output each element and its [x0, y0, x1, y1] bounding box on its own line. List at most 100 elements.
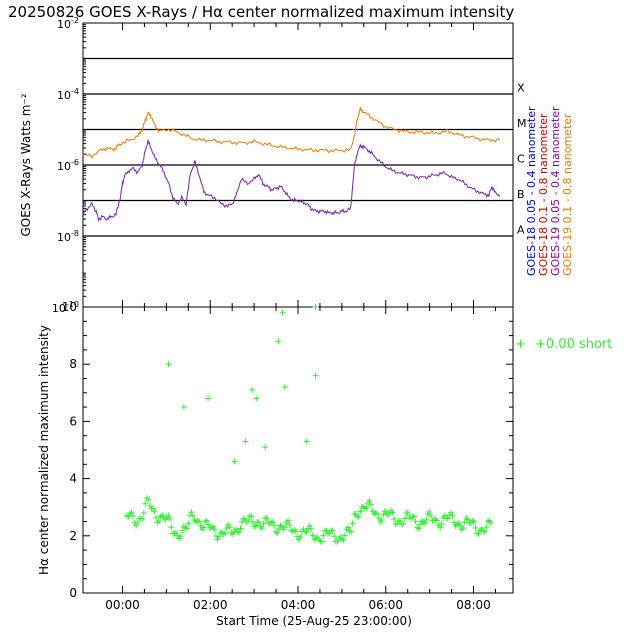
flare-class-label: M	[517, 117, 527, 130]
halpha-point	[461, 519, 468, 526]
halpha-point	[283, 519, 290, 526]
halpha-point	[240, 515, 247, 522]
halpha-point	[272, 528, 279, 535]
halpha-point	[411, 513, 418, 520]
halpha-point	[348, 528, 355, 535]
halpha-point	[309, 532, 316, 539]
halpha-point	[321, 527, 328, 534]
halpha-plot-frame	[82, 306, 514, 594]
halpha-point	[183, 525, 190, 532]
halpha-point	[189, 512, 196, 519]
halpha-point	[128, 509, 135, 516]
halpha-point	[291, 526, 298, 533]
halpha-point	[259, 525, 266, 532]
halpha-point	[268, 519, 275, 526]
x-tick-label: 08:00	[456, 598, 491, 612]
halpha-point	[345, 524, 352, 531]
halpha-point	[274, 530, 281, 537]
halpha-point	[444, 515, 451, 522]
legend-entry: GOES-18 0.1 - 0.8 nanometer	[537, 113, 550, 276]
halpha-point	[134, 520, 141, 527]
halpha-point	[196, 518, 203, 525]
halpha-point	[312, 372, 319, 379]
halpha-point	[329, 527, 336, 534]
halpha-point	[252, 522, 259, 529]
halpha-point	[460, 525, 467, 532]
legend-entry: GOES-19 0.05 - 0.4 nanometer	[549, 106, 562, 276]
halpha-point	[257, 523, 264, 530]
halpha-point	[374, 510, 381, 517]
y-tick-label: 10	[62, 300, 77, 314]
halpha-point	[202, 518, 209, 525]
halpha-point	[447, 509, 454, 516]
halpha-point	[417, 521, 424, 528]
y-tick-label: 10-10	[52, 300, 79, 315]
halpha-point	[229, 531, 236, 538]
halpha-point	[375, 515, 382, 522]
halpha-point	[380, 511, 387, 518]
halpha-point	[139, 515, 146, 522]
halpha-point	[318, 538, 325, 545]
y-tick-label: 4	[69, 472, 77, 486]
halpha-point	[282, 524, 289, 531]
y-tick-label: 10-4	[57, 87, 79, 102]
halpha-point	[142, 500, 149, 507]
halpha-point	[151, 508, 158, 515]
flare-class-label: C	[517, 153, 525, 166]
halpha-point	[130, 512, 137, 519]
legend-entry: GOES-19 0.1 - 0.8 nanometer	[561, 113, 574, 276]
flare-class-label: X	[517, 82, 525, 95]
halpha-point	[426, 508, 433, 515]
halpha-point	[235, 529, 242, 536]
x-tick-label: 02:00	[193, 598, 228, 612]
halpha-point	[263, 515, 270, 522]
halpha-point	[389, 509, 396, 516]
halpha-point	[242, 438, 249, 445]
halpha-point	[355, 513, 362, 520]
halpha-point	[434, 517, 441, 524]
halpha-point	[470, 518, 477, 525]
halpha-point	[245, 516, 252, 523]
halpha-point	[438, 520, 445, 527]
halpha-point	[475, 530, 482, 537]
y-tick-label: 10-8	[57, 229, 79, 244]
halpha-point	[303, 438, 310, 445]
halpha-point	[449, 512, 456, 519]
y-tick-label: 0	[69, 586, 77, 600]
y-axis-label: Hα center normalized maximum intensity	[37, 325, 51, 575]
y-tick-label: 10-6	[57, 158, 79, 173]
halpha-point	[414, 524, 421, 531]
xray-plot: 10-2 10-4 10-6 10-8 10-10 GOES X-Rays Watts m…	[19, 16, 574, 315]
xray-series-line	[82, 139, 501, 222]
halpha-point	[457, 522, 464, 529]
halpha-point	[481, 528, 488, 535]
halpha-point	[253, 395, 260, 402]
halpha-point	[211, 526, 218, 533]
halpha-point	[248, 513, 255, 520]
flare-class-label: B	[517, 188, 525, 201]
halpha-point	[357, 508, 364, 515]
halpha-point	[368, 501, 375, 508]
halpha-point	[349, 520, 356, 527]
y-tick-label: 2	[69, 529, 77, 543]
halpha-point	[216, 533, 223, 540]
halpha-point	[487, 519, 494, 526]
halpha-point	[203, 517, 210, 524]
halpha-point	[222, 530, 229, 537]
y-tick-label: 10-2	[57, 16, 79, 31]
halpha-point	[292, 528, 299, 535]
flare-class-label: A	[517, 224, 525, 237]
y-axis-label: GOES X-Rays Watts m⁻²	[19, 93, 33, 236]
chart-title: 20250826 GOES X-Rays / Hα center normali…	[8, 3, 514, 21]
x-tick-label: 06:00	[368, 598, 403, 612]
y-tick-label: 6	[69, 414, 77, 428]
halpha-point	[212, 533, 219, 540]
halpha-point	[463, 515, 470, 522]
halpha-point	[179, 527, 186, 534]
halpha-point	[366, 497, 373, 504]
halpha-point	[464, 516, 471, 523]
halpha-point	[182, 524, 189, 531]
halpha-point	[423, 516, 430, 523]
halpha-point	[458, 526, 465, 533]
halpha-point	[153, 514, 160, 521]
